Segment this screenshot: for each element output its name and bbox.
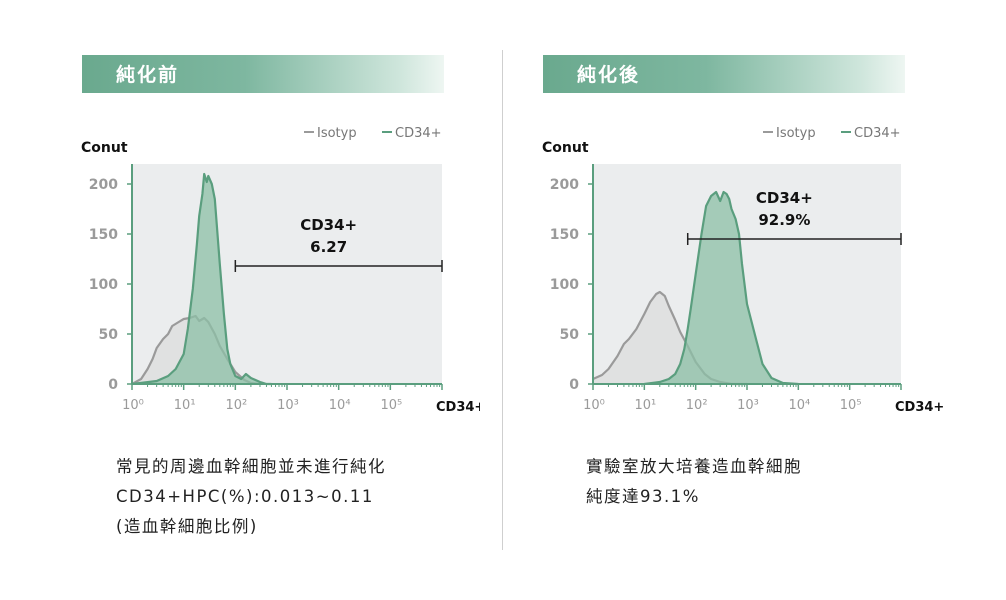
x-axis-label: CD34+ <box>436 400 480 415</box>
x-tick-label: 10⁴ <box>329 398 351 413</box>
x-tick-label: 10² <box>225 398 247 413</box>
gate-value: 6.27 <box>310 238 347 256</box>
y-tick-label: 150 <box>89 227 118 243</box>
x-axis-label: CD34+ <box>895 400 944 415</box>
x-tick-label: 10¹ <box>174 398 196 413</box>
caption: 實驗室放大培養造血幹細胞 純度達93.1% <box>586 452 802 512</box>
y-tick-label: 50 <box>560 327 580 343</box>
section-title: 純化前 <box>116 64 180 86</box>
gate-value: 92.9% <box>758 211 810 229</box>
x-tick-label: 10⁵ <box>840 398 862 413</box>
gate-label: CD34+ <box>300 216 357 234</box>
legend-label-1: CD34+ <box>395 126 442 141</box>
histogram-chart-after: Conut Isotyp CD34+ 0 50 100 150 200 10⁰ 10¹ 10² 10³… <box>542 126 944 415</box>
legend-label-0: Isotyp <box>317 126 357 141</box>
y-tick-label: 0 <box>569 377 579 393</box>
y-tick-label: 150 <box>550 227 579 243</box>
x-tick-label: 10² <box>686 398 708 413</box>
caption-line-1: 實驗室放大培養造血幹細胞 <box>586 457 802 476</box>
legend-label-1: CD34+ <box>854 126 901 141</box>
y-axis-label: Conut <box>81 140 128 156</box>
caption-line-3: (造血幹細胞比例) <box>116 517 258 536</box>
x-tick-label: 10⁵ <box>380 398 402 413</box>
caption: 常見的周邊血幹細胞並未進行純化 CD34+HPC(%):0.013~0.11 (… <box>116 452 386 542</box>
legend-label-0: Isotyp <box>776 126 816 141</box>
x-tick-label: 10¹ <box>634 398 656 413</box>
x-tick-label: 10⁰ <box>583 398 605 413</box>
caption-line-2: 純度達93.1% <box>586 487 700 506</box>
series-area-1 <box>132 174 272 384</box>
series-area-0 <box>593 292 747 384</box>
y-tick-label: 100 <box>550 277 579 293</box>
y-tick-label: 200 <box>89 177 118 193</box>
panel-before: 純化前 Conut Isotyp CD34+ 0 50 100 150 200 10⁰ 10¹ 10… <box>0 0 480 600</box>
y-tick-label: 100 <box>89 277 118 293</box>
series-area-1 <box>644 192 799 384</box>
histogram-chart-before: Conut Isotyp CD34+ 0 50 100 150 200 10⁰ 10¹ 10² 10³… <box>81 126 480 415</box>
caption-line-2: CD34+HPC(%):0.013~0.11 <box>116 487 374 506</box>
y-tick-label: 200 <box>550 177 579 193</box>
x-tick-label: 10³ <box>737 398 759 413</box>
y-tick-label: 0 <box>108 377 118 393</box>
series-line-1 <box>131 172 272 386</box>
section-header: 純化後 <box>543 55 905 93</box>
y-axis-label: Conut <box>542 140 589 156</box>
x-tick-label: 10³ <box>277 398 299 413</box>
x-tick-label: 10⁰ <box>122 398 144 413</box>
y-tick-label: 50 <box>99 327 119 343</box>
series-line-1 <box>644 190 799 386</box>
divider <box>502 50 503 550</box>
section-header: 純化前 <box>82 55 444 93</box>
section-title: 純化後 <box>577 64 641 86</box>
x-tick-label: 10⁴ <box>788 398 810 413</box>
caption-line-1: 常見的周邊血幹細胞並未進行純化 <box>116 457 386 476</box>
panel-after: 純化後 Conut Isotyp CD34+ 0 50 100 150 200 10⁰ 10¹ 10… <box>503 0 983 600</box>
gate-label: CD34+ <box>756 189 813 207</box>
